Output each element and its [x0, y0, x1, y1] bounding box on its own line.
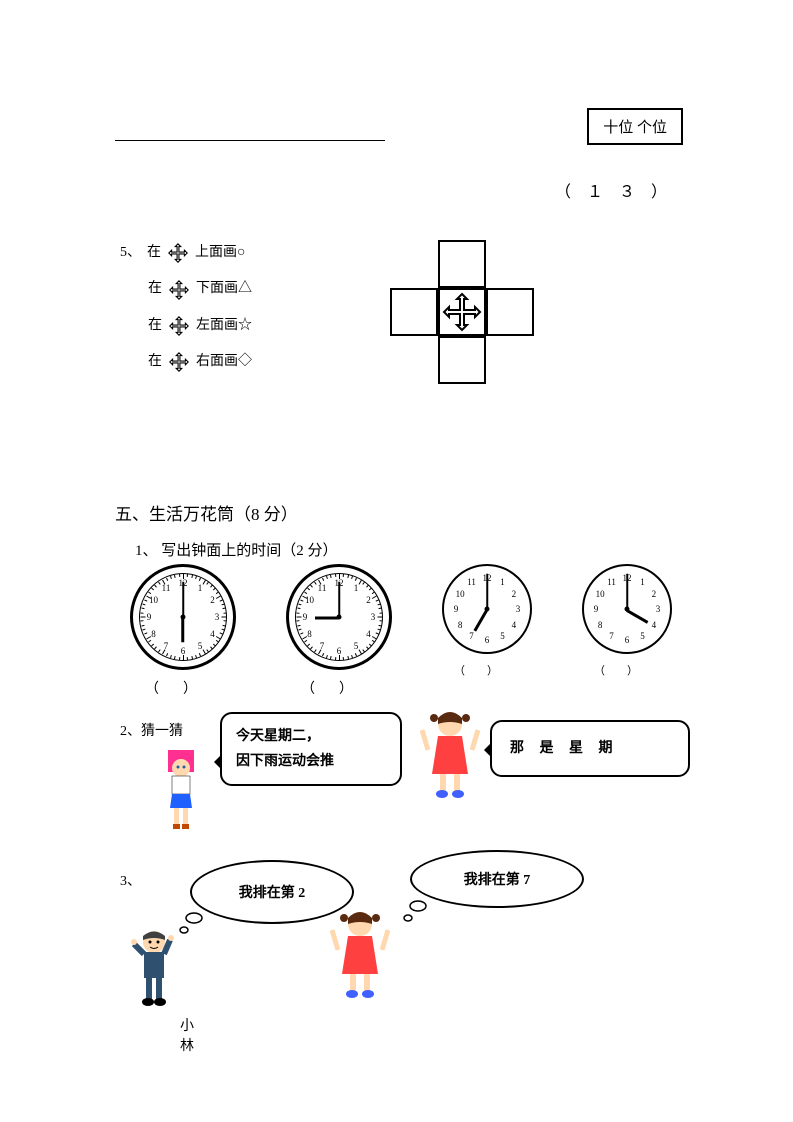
bubble-tail-icon	[176, 910, 206, 940]
q5-line3-a: 在	[148, 344, 162, 380]
bubble2-text: 那 是 星 期	[510, 741, 619, 756]
box-top[interactable]	[438, 240, 486, 288]
q53-num: 3、	[120, 874, 141, 889]
q5-line3-b: 右面画◇	[196, 344, 252, 380]
q52-num: 2、猜一猜	[120, 724, 183, 739]
cross-arrow-icon	[168, 351, 190, 373]
cross-arrow-icon	[167, 242, 189, 264]
q5-line1-b: 下面画△	[196, 271, 252, 307]
girl2-character-icon	[330, 910, 390, 1005]
oval2-text: 我排在第 7	[464, 869, 531, 889]
boy-character-icon	[130, 930, 178, 1013]
underline	[115, 140, 385, 141]
clocks-row: 123456789101112 （） 123456789101112 （） 12…	[130, 564, 672, 698]
cross-arrow-icon	[168, 315, 190, 337]
bubble1-line1: 今天星期二，	[236, 724, 386, 749]
question-5-3: 3、 我排在第 2 小林 我排在第 7	[120, 870, 141, 890]
clock-answer-blank[interactable]: （）	[442, 662, 532, 678]
clock-answer-blank[interactable]: （）	[130, 678, 236, 698]
section-5-title: 五、生活万花筒（8 分）	[115, 500, 338, 525]
bubble1-line2: 因下雨运动会推	[236, 749, 386, 774]
q5-1: 1、 写出钟面上的时间（2 分）	[135, 539, 338, 560]
oval1-text: 我排在第 2	[239, 882, 306, 902]
boy-name-label: 小林	[180, 1015, 194, 1055]
place-labels: 十位 个位	[603, 120, 667, 136]
number-13: （ １ ３ ）	[555, 178, 673, 202]
clock-answer-blank[interactable]: （）	[582, 662, 672, 678]
q5-line0-b: 上面画○	[195, 235, 245, 271]
q5-num: 5、	[120, 235, 141, 271]
girl2-character-icon	[420, 710, 480, 805]
clock-answer-blank[interactable]: （）	[286, 678, 392, 698]
girl-character-icon	[160, 750, 202, 835]
question-5-2: 2、猜一猜 今天星期二， 因下雨运动会推	[120, 720, 183, 740]
speech-bubble-1: 今天星期二， 因下雨运动会推	[220, 712, 402, 786]
center-cross-arrow-icon	[438, 288, 486, 336]
oval-bubble-2: 我排在第 7	[410, 850, 584, 908]
box-left[interactable]	[390, 288, 438, 336]
section-5: 五、生活万花筒（8 分） 1、 写出钟面上的时间（2 分）	[115, 500, 338, 570]
place-value-box: 十位 个位	[587, 108, 683, 145]
question-5: 5、 在 上面画○ 在 下面画△ 在 左面画☆ 在	[120, 235, 252, 381]
q5-line0-a: 在	[147, 235, 161, 271]
clock-3: 123456789101112 （）	[582, 564, 672, 678]
clock-2: 123456789101112 （）	[442, 564, 532, 678]
bubble-tail-icon	[400, 898, 430, 928]
cross-arrow-icon	[168, 279, 190, 301]
box-bottom[interactable]	[438, 336, 486, 384]
speech-bubble-2: 那 是 星 期	[490, 720, 690, 777]
clock-0: 123456789101112 （）	[130, 564, 236, 698]
q5-line2-b: 左面画☆	[196, 308, 252, 344]
clock-1: 123456789101112 （）	[286, 564, 392, 698]
box-right[interactable]	[486, 288, 534, 336]
q5-line2-a: 在	[148, 308, 162, 344]
q5-line1-a: 在	[148, 271, 162, 307]
